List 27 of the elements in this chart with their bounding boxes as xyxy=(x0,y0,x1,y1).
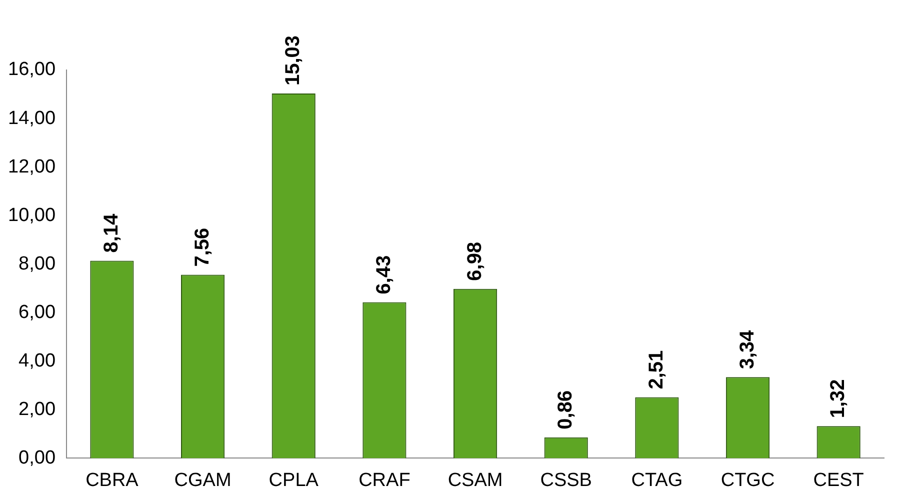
y-tick-label: 8,00 xyxy=(18,253,56,274)
x-tick-label: CTGC xyxy=(720,470,775,491)
data-label: 15,03 xyxy=(282,35,304,86)
x-tick-label: CSAM xyxy=(448,470,503,491)
data-label: 3,34 xyxy=(736,329,758,370)
data-label: 7,56 xyxy=(191,228,214,267)
y-tick-label: 0,00 xyxy=(18,447,56,468)
data-label: 0,86 xyxy=(554,390,577,430)
y-tick-label: 14,00 xyxy=(8,108,56,129)
y-tick-label: 6,00 xyxy=(18,302,56,323)
y-tick-label: 16,00 xyxy=(8,59,56,80)
y-tick-label: 12,00 xyxy=(8,156,56,178)
x-tick-label: CRAF xyxy=(358,470,410,491)
y-tick-label: 10,00 xyxy=(8,204,56,226)
data-label: 1,32 xyxy=(827,379,850,418)
x-tick-label: CEST xyxy=(813,470,864,491)
data-label: 6,98 xyxy=(464,242,486,281)
data-label: 2,51 xyxy=(645,350,668,390)
data-label: 6,43 xyxy=(372,255,395,294)
x-tick-label: CPLA xyxy=(268,470,319,491)
data-label: 8,14 xyxy=(100,212,122,253)
y-tick-label: 4,00 xyxy=(18,350,56,372)
x-tick-label: CGAM xyxy=(174,470,232,491)
x-tick-label: CBRA xyxy=(86,470,139,491)
y-tick-label: 2,00 xyxy=(18,398,56,420)
x-tick-label: CTAG xyxy=(631,470,683,491)
x-tick-label: CSSB xyxy=(540,470,592,491)
